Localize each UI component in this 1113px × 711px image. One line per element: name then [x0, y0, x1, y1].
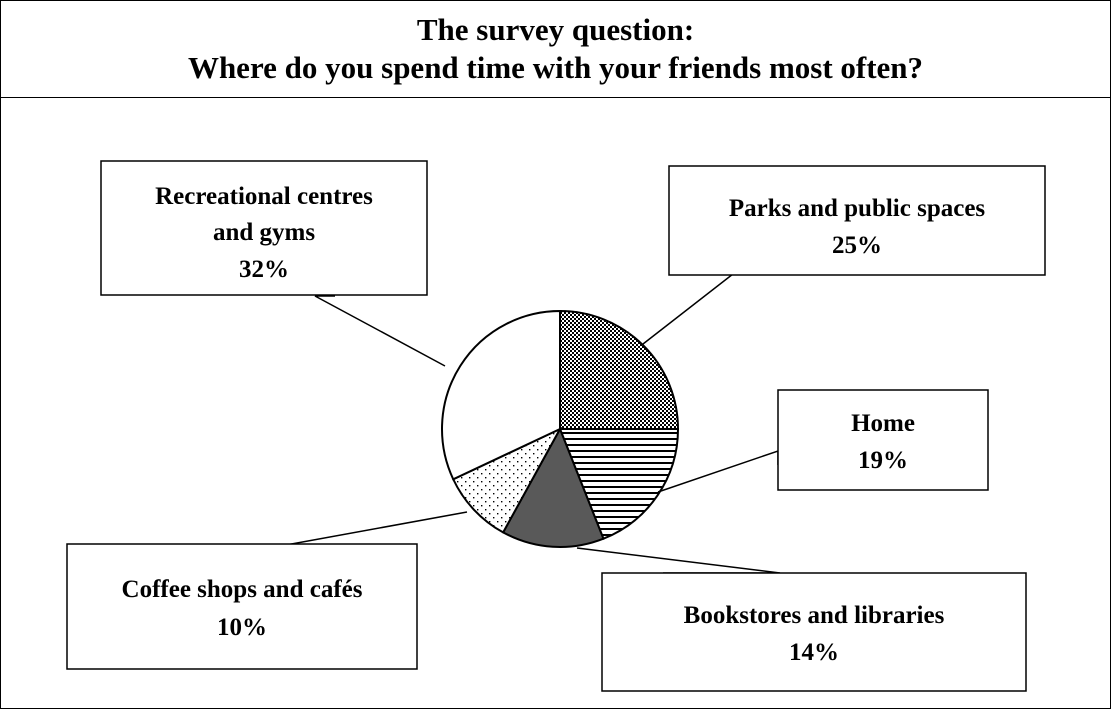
pie-slice-2	[501, 426, 605, 548]
label-recreational: Recreational centres and gyms 32%	[100, 160, 428, 296]
label-parks-line1: Parks and public spaces	[729, 195, 986, 222]
pie-slice-4	[441, 309, 561, 481]
leader-bookstores	[576, 547, 781, 574]
pie-slice-0	[559, 309, 680, 430]
label-bookstores-value: 14%	[789, 639, 839, 666]
label-bookstores-line1: Bookstores and libraries	[684, 602, 945, 629]
leader-home	[657, 449, 779, 493]
label-coffee: Coffee shops and cafés 10%	[66, 543, 418, 670]
label-recreational-value: 32%	[239, 256, 289, 283]
label-coffee-line1: Coffee shops and cafés	[122, 576, 363, 603]
pie-slice-1	[558, 428, 680, 541]
label-parks-value: 25%	[832, 232, 882, 259]
label-home: Home 19%	[777, 389, 989, 491]
label-recreational-line2: and gyms	[213, 219, 315, 246]
leader-coffee	[274, 511, 468, 548]
leader-recreational	[314, 295, 446, 367]
label-coffee-value: 10%	[217, 614, 267, 641]
label-home-line1: Home	[851, 410, 915, 437]
pie-slice-3	[451, 426, 563, 534]
title-line-1: The survey question:	[416, 12, 695, 47]
chart-header: The survey question: Where do you spend …	[1, 1, 1110, 98]
title-line-2: Where do you spend time with your friend…	[187, 50, 924, 85]
label-parks: Parks and public spaces 25%	[668, 165, 1046, 276]
label-bookstores: Bookstores and libraries 14%	[601, 572, 1027, 692]
label-home-value: 19%	[858, 447, 908, 474]
label-recreational-line1: Recreational centres	[155, 183, 373, 210]
leader-parks	[642, 273, 736, 345]
